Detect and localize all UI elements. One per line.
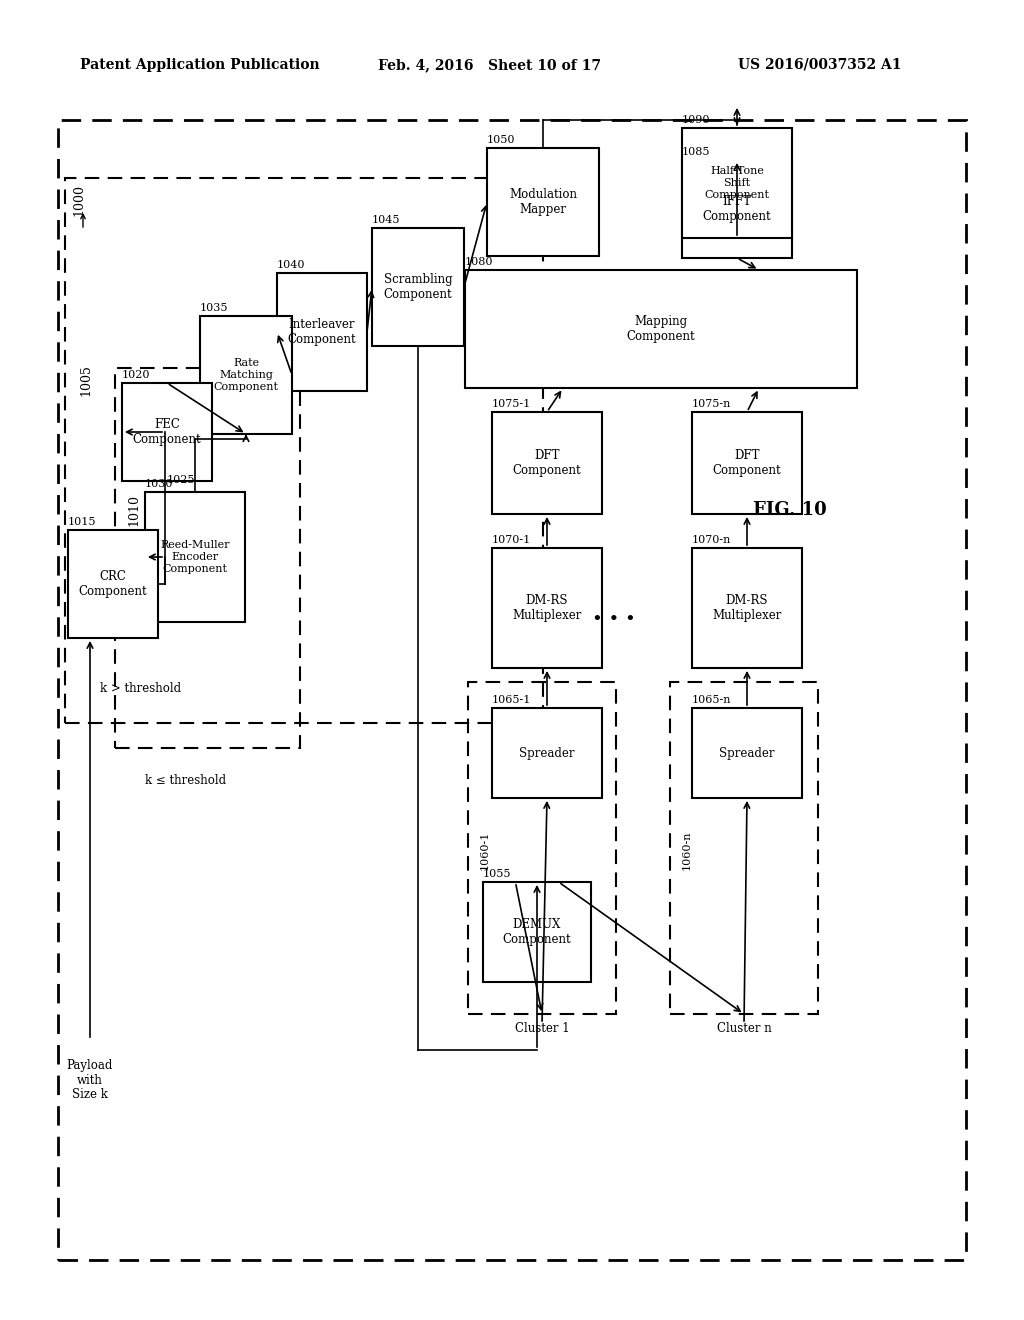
- Bar: [492, 412, 602, 513]
- Text: Mapping
Component: Mapping Component: [627, 315, 695, 343]
- Text: IFFT
Component: IFFT Component: [702, 195, 771, 223]
- Text: Modulation
Mapper: Modulation Mapper: [509, 187, 577, 216]
- Bar: [465, 271, 857, 388]
- Text: Reed-Muller
Encoder
Component: Reed-Muller Encoder Component: [160, 540, 229, 574]
- Bar: [492, 548, 602, 668]
- Text: DFT
Component: DFT Component: [713, 449, 781, 477]
- Text: • • •: • • •: [592, 611, 636, 630]
- Bar: [692, 548, 802, 668]
- Bar: [692, 708, 802, 799]
- Text: 1075-n: 1075-n: [692, 399, 731, 409]
- Text: Payload
with
Size k: Payload with Size k: [67, 1059, 114, 1101]
- Text: 1005: 1005: [79, 364, 92, 396]
- Bar: [372, 228, 464, 346]
- Bar: [492, 708, 602, 799]
- Text: 1090: 1090: [682, 115, 711, 125]
- Text: 1015: 1015: [68, 517, 96, 527]
- Text: DEMUX
Component: DEMUX Component: [503, 917, 571, 946]
- Text: DFT
Component: DFT Component: [513, 449, 582, 477]
- Bar: [145, 492, 245, 622]
- Text: 1060-1: 1060-1: [480, 830, 490, 870]
- Text: CRC
Component: CRC Component: [79, 570, 147, 598]
- Bar: [682, 128, 792, 238]
- Bar: [692, 412, 802, 513]
- Text: Scrambling
Component: Scrambling Component: [384, 273, 453, 301]
- Bar: [483, 882, 591, 982]
- Text: Cluster 1: Cluster 1: [515, 1023, 569, 1035]
- Bar: [682, 160, 792, 257]
- Text: Feb. 4, 2016   Sheet 10 of 17: Feb. 4, 2016 Sheet 10 of 17: [379, 58, 601, 73]
- Bar: [200, 315, 292, 434]
- Text: 1035: 1035: [200, 304, 228, 313]
- Bar: [65, 178, 543, 723]
- Text: Half-Tone
Shift
Component: Half-Tone Shift Component: [705, 166, 769, 199]
- Bar: [670, 682, 818, 1014]
- Text: FIG. 10: FIG. 10: [753, 502, 826, 519]
- Text: DM-RS
Multiplexer: DM-RS Multiplexer: [713, 594, 781, 622]
- Bar: [58, 120, 966, 1261]
- Text: 1055: 1055: [483, 869, 512, 879]
- Text: 1085: 1085: [682, 147, 711, 157]
- Text: k > threshold: k > threshold: [100, 681, 181, 694]
- Text: Spreader: Spreader: [719, 747, 775, 759]
- Text: 1000: 1000: [72, 183, 85, 216]
- Text: 1030: 1030: [145, 479, 173, 488]
- Text: 1045: 1045: [372, 215, 400, 224]
- Text: 1065-n: 1065-n: [692, 696, 731, 705]
- Bar: [487, 148, 599, 256]
- Text: Patent Application Publication: Patent Application Publication: [80, 58, 319, 73]
- Text: Cluster n: Cluster n: [717, 1023, 771, 1035]
- Bar: [115, 368, 300, 748]
- Text: Rate
Matching
Component: Rate Matching Component: [213, 359, 279, 392]
- Bar: [122, 383, 212, 480]
- Text: 1060-n: 1060-n: [682, 830, 692, 870]
- Text: US 2016/0037352 A1: US 2016/0037352 A1: [738, 58, 902, 73]
- Text: k ≤ threshold: k ≤ threshold: [145, 774, 226, 787]
- Text: 1070-n: 1070-n: [692, 535, 731, 545]
- Text: 1065-1: 1065-1: [492, 696, 531, 705]
- Text: 1070-1: 1070-1: [492, 535, 531, 545]
- Text: 1040: 1040: [278, 260, 305, 271]
- Text: DM-RS
Multiplexer: DM-RS Multiplexer: [512, 594, 582, 622]
- Text: FEC
Component: FEC Component: [133, 418, 202, 446]
- Bar: [278, 273, 367, 391]
- Text: 1025: 1025: [167, 475, 196, 484]
- Text: 1010: 1010: [127, 494, 140, 525]
- Text: 1020: 1020: [122, 370, 151, 380]
- Text: Interleaver
Component: Interleaver Component: [288, 318, 356, 346]
- Text: 1050: 1050: [487, 135, 515, 145]
- Text: Spreader: Spreader: [519, 747, 574, 759]
- Bar: [468, 682, 616, 1014]
- Text: 1080: 1080: [465, 257, 494, 267]
- Text: 1075-1: 1075-1: [492, 399, 531, 409]
- Bar: [68, 531, 158, 638]
